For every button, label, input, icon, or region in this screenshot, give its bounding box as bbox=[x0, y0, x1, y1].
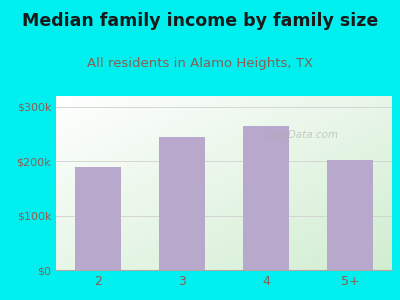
Text: Median family income by family size: Median family income by family size bbox=[22, 12, 378, 30]
Text: City-Data.com: City-Data.com bbox=[264, 130, 338, 140]
Bar bbox=[159, 137, 205, 270]
Text: All residents in Alamo Heights, TX: All residents in Alamo Heights, TX bbox=[87, 57, 313, 70]
Bar bbox=[75, 167, 121, 270]
Bar bbox=[243, 126, 289, 270]
Bar bbox=[327, 160, 373, 270]
